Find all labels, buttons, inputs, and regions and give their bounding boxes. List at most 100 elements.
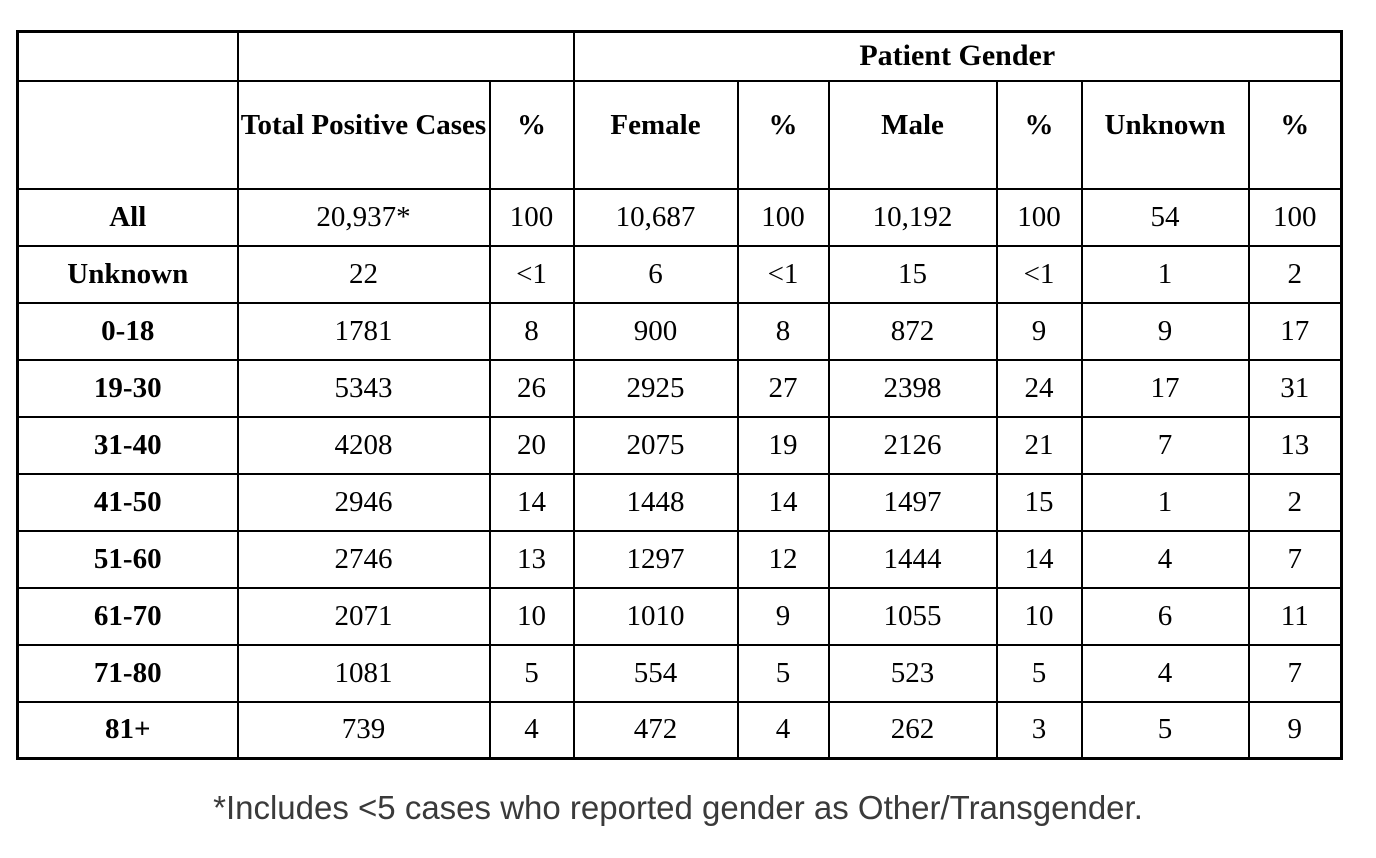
- column-header-percent-male: %: [995, 79, 1083, 190]
- table-cell: 1497: [827, 472, 998, 532]
- table-cell: 1297: [572, 529, 739, 589]
- table-cell: 4: [1080, 643, 1250, 703]
- total-group-cell-empty: [236, 30, 575, 82]
- table-cell: 100: [1247, 187, 1343, 247]
- column-header-percent-female: %: [736, 79, 830, 190]
- table-cell: 2746: [236, 529, 491, 589]
- table-cell: 7: [1247, 529, 1343, 589]
- table-row-41-50: 41-50 2946 14 1448 14 1497 15 1 2: [16, 472, 1343, 532]
- group-header-row: Patient Gender: [16, 30, 1343, 82]
- table-cell: 10,192: [827, 187, 998, 247]
- table-cell: 14: [488, 472, 575, 532]
- table-row-81-plus: 81+ 739 4 472 4 262 3 5 9: [16, 700, 1343, 760]
- column-header-percent-total: %: [488, 79, 575, 190]
- row-label: 51-60: [16, 529, 239, 589]
- table-row-0-18: 0-18 1781 8 900 8 872 9 9 17: [16, 301, 1343, 361]
- table-cell: 54: [1080, 187, 1250, 247]
- table-cell: 2398: [827, 358, 998, 418]
- column-header-male: Male: [827, 79, 998, 190]
- table-cell: 20: [488, 415, 575, 475]
- table-cell: 739: [236, 700, 491, 760]
- table-cell: 4: [1080, 529, 1250, 589]
- table-cell: 27: [736, 358, 830, 418]
- table-cell: <1: [995, 244, 1083, 304]
- table-cell: 100: [995, 187, 1083, 247]
- table-cell: 13: [1247, 415, 1343, 475]
- table-cell: 24: [995, 358, 1083, 418]
- table-cell: 3: [995, 700, 1083, 760]
- table-cell: 1055: [827, 586, 998, 646]
- table-cell: 9: [995, 301, 1083, 361]
- table-cell: 5: [488, 643, 575, 703]
- column-header-percent-unknown: %: [1247, 79, 1343, 190]
- group-header-patient-gender: Patient Gender: [572, 30, 1343, 82]
- table-cell: 9: [1247, 700, 1343, 760]
- table-cell: 7: [1080, 415, 1250, 475]
- table-cell: 2946: [236, 472, 491, 532]
- table-cell: 10: [995, 586, 1083, 646]
- table-cell: 2: [1247, 244, 1343, 304]
- table-cell: 20,937*: [236, 187, 491, 247]
- table-cell: 17: [1247, 301, 1343, 361]
- table-cell: 14: [995, 529, 1083, 589]
- table-cell: 472: [572, 700, 739, 760]
- table-cell: 10,687: [572, 187, 739, 247]
- table-cell: 26: [488, 358, 575, 418]
- table-cell: 2925: [572, 358, 739, 418]
- table-cell: 1444: [827, 529, 998, 589]
- table-row-19-30: 19-30 5343 26 2925 27 2398 24 17 31: [16, 358, 1343, 418]
- row-label: All: [16, 187, 239, 247]
- row-label: 0-18: [16, 301, 239, 361]
- row-label: 41-50: [16, 472, 239, 532]
- table-cell: <1: [736, 244, 830, 304]
- table-row-71-80: 71-80 1081 5 554 5 523 5 4 7: [16, 643, 1343, 703]
- table-cell: 262: [827, 700, 998, 760]
- table-cell: 900: [572, 301, 739, 361]
- table-row-unknown: Unknown 22 <1 6 <1 15 <1 1 2: [16, 244, 1343, 304]
- table-cell: 8: [736, 301, 830, 361]
- table-cell: 10: [488, 586, 575, 646]
- row-label: 19-30: [16, 358, 239, 418]
- column-header-female: Female: [572, 79, 739, 190]
- table-cell: 5: [1080, 700, 1250, 760]
- table-cell: 5: [995, 643, 1083, 703]
- footnote-text: *Includes <5 cases who reported gender a…: [213, 789, 1143, 826]
- table-cell: 12: [736, 529, 830, 589]
- table-row-61-70: 61-70 2071 10 1010 9 1055 10 6 11: [16, 586, 1343, 646]
- table-cell: 31: [1247, 358, 1343, 418]
- table-cell: 6: [1080, 586, 1250, 646]
- table-cell: 2: [1247, 472, 1343, 532]
- table-row-51-60: 51-60 2746 13 1297 12 1444 14 4 7: [16, 529, 1343, 589]
- table-cell: 17: [1080, 358, 1250, 418]
- table-cell: 1448: [572, 472, 739, 532]
- column-header-row: Total Positive Cases % Female % Male % U…: [16, 79, 1343, 190]
- table-cell: 4: [488, 700, 575, 760]
- table-cell: 5: [736, 643, 830, 703]
- column-header-total-positive-cases: Total Positive Cases: [236, 79, 491, 190]
- table-cell: 4208: [236, 415, 491, 475]
- table-cell: 1: [1080, 244, 1250, 304]
- row-label: 31-40: [16, 415, 239, 475]
- table-cell: 21: [995, 415, 1083, 475]
- table-cell: 5343: [236, 358, 491, 418]
- table-cell: 9: [1080, 301, 1250, 361]
- table-cell: <1: [488, 244, 575, 304]
- table-cell: 6: [572, 244, 739, 304]
- patient-gender-table: Patient Gender Total Positive Cases % Fe…: [16, 30, 1343, 760]
- table-cell: 100: [488, 187, 575, 247]
- row-label: 71-80: [16, 643, 239, 703]
- table-cell: 1: [1080, 472, 1250, 532]
- table-cell: 7: [1247, 643, 1343, 703]
- corner-cell-empty: [16, 30, 239, 82]
- table-cell: 1781: [236, 301, 491, 361]
- table-cell: 19: [736, 415, 830, 475]
- table-cell: 1010: [572, 586, 739, 646]
- table-cell: 9: [736, 586, 830, 646]
- row-label: 81+: [16, 700, 239, 760]
- table-cell: 15: [827, 244, 998, 304]
- table-cell: 523: [827, 643, 998, 703]
- table-cell: 872: [827, 301, 998, 361]
- table-cell: 15: [995, 472, 1083, 532]
- table-cell: 11: [1247, 586, 1343, 646]
